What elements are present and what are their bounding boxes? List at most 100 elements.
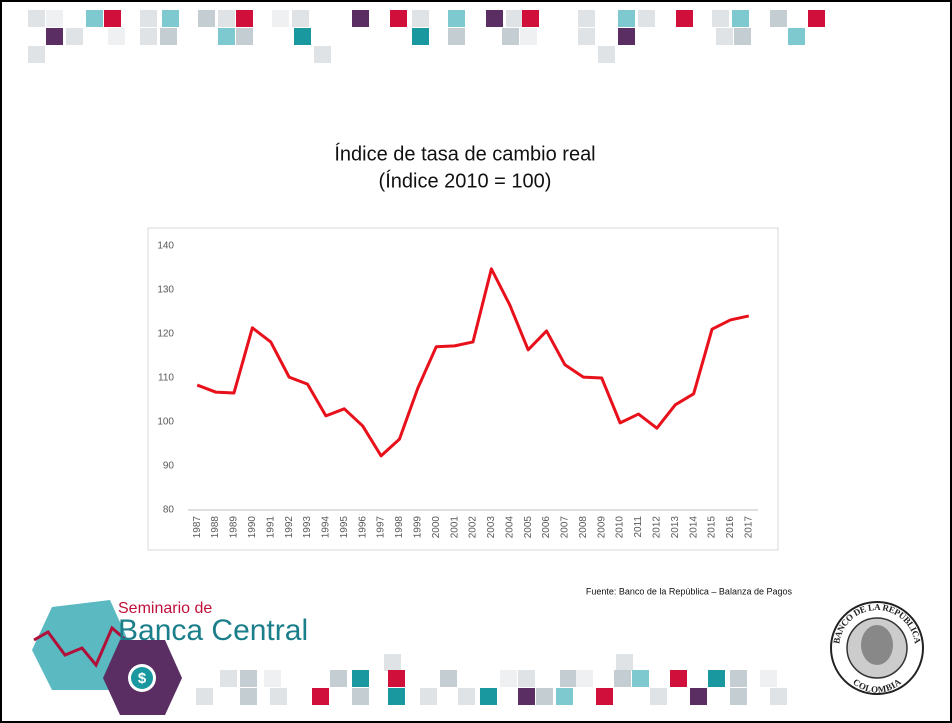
decor-square bbox=[618, 10, 635, 27]
decor-square bbox=[390, 10, 407, 27]
chart-subtitle: (Índice 2010 = 100) bbox=[379, 169, 552, 192]
decor-square bbox=[448, 28, 465, 45]
slide: Índice de tasa de cambio real (Índice 20… bbox=[0, 0, 952, 723]
decor-square bbox=[520, 28, 537, 45]
decor-square bbox=[502, 28, 519, 45]
decor-square bbox=[670, 670, 687, 687]
y-tick-label: 100 bbox=[157, 417, 174, 428]
y-tick-label: 140 bbox=[157, 241, 174, 252]
y-tick-label: 90 bbox=[163, 461, 175, 472]
decor-square bbox=[506, 10, 523, 27]
decor-square bbox=[384, 654, 401, 671]
source-note: Fuente: Banco de la República – Balanza … bbox=[586, 586, 793, 596]
x-tick-label: 2016 bbox=[725, 516, 736, 539]
y-tick-label: 80 bbox=[163, 505, 175, 516]
x-tick-label: 2001 bbox=[449, 516, 460, 539]
x-tick-label: 1990 bbox=[247, 516, 258, 539]
decor-square bbox=[440, 670, 457, 687]
x-tick-label: 2013 bbox=[670, 516, 681, 539]
decor-square bbox=[560, 670, 577, 687]
x-tick-label: 2007 bbox=[560, 516, 571, 539]
x-tick-label: 1987 bbox=[192, 516, 203, 539]
logo-line2: Banca Central bbox=[118, 614, 308, 647]
decor-square bbox=[448, 10, 465, 27]
decor-square bbox=[808, 10, 825, 27]
decor-square bbox=[198, 10, 215, 27]
x-tick-label: 1992 bbox=[284, 516, 295, 539]
decor-square bbox=[240, 670, 257, 687]
decor-square bbox=[760, 670, 777, 687]
decor-square bbox=[388, 670, 405, 687]
x-tick-label: 2012 bbox=[652, 516, 663, 539]
x-tick-label: 2010 bbox=[615, 516, 626, 539]
decor-square bbox=[272, 10, 289, 27]
decor-square bbox=[500, 670, 517, 687]
decor-square bbox=[712, 10, 729, 27]
decor-square bbox=[614, 670, 631, 687]
seal: BANCO DE LA REPÚBLICA COLOMBIA bbox=[831, 602, 923, 695]
decor-square bbox=[578, 10, 595, 27]
decor-square bbox=[730, 670, 747, 687]
decor-square bbox=[556, 688, 573, 705]
decor-square bbox=[734, 28, 751, 45]
x-tick-label: 1988 bbox=[210, 516, 221, 539]
x-tick-label: 2008 bbox=[578, 516, 589, 539]
x-tick-label: 2017 bbox=[743, 516, 754, 539]
decor-square bbox=[486, 10, 503, 27]
x-tick-label: 1991 bbox=[265, 516, 276, 539]
decor-square bbox=[314, 46, 331, 63]
seal-portrait bbox=[861, 625, 893, 665]
decor-square bbox=[160, 28, 177, 45]
x-tick-label: 2014 bbox=[688, 516, 699, 539]
decor-square bbox=[518, 688, 535, 705]
decor-square bbox=[28, 10, 45, 27]
x-tick-label: 2000 bbox=[431, 516, 442, 539]
x-tick-label: 1997 bbox=[376, 516, 387, 539]
x-tick-label: 2004 bbox=[504, 516, 515, 539]
x-tick-label: 2005 bbox=[523, 516, 534, 539]
decor-square bbox=[220, 670, 237, 687]
decor-square bbox=[352, 670, 369, 687]
decor-square bbox=[596, 688, 613, 705]
x-tick-label: 2015 bbox=[707, 516, 718, 539]
decor-square bbox=[420, 688, 437, 705]
x-tick-label: 1995 bbox=[339, 516, 350, 539]
decor-square bbox=[140, 28, 157, 45]
decor-square bbox=[616, 654, 633, 671]
x-tick-label: 2006 bbox=[541, 516, 552, 539]
chart-area bbox=[148, 228, 778, 550]
decor-square bbox=[312, 688, 329, 705]
y-tick-label: 130 bbox=[157, 285, 174, 296]
x-tick-label: 2002 bbox=[468, 516, 479, 539]
x-tick-label: 1989 bbox=[229, 516, 240, 539]
decor-square bbox=[480, 688, 497, 705]
decor-square bbox=[518, 670, 535, 687]
decor-square bbox=[236, 28, 253, 45]
decor-square bbox=[412, 10, 429, 27]
decor-square bbox=[388, 688, 405, 705]
decor-square bbox=[46, 28, 63, 45]
decor-square bbox=[632, 670, 649, 687]
decor-square bbox=[104, 10, 121, 27]
decor-square bbox=[770, 10, 787, 27]
y-tick-label: 110 bbox=[158, 373, 174, 384]
decor-square bbox=[162, 10, 179, 27]
decor-square bbox=[28, 46, 45, 63]
decor-square bbox=[140, 10, 157, 27]
decor-square bbox=[46, 10, 63, 27]
x-tick-label: 2009 bbox=[596, 516, 607, 539]
decor-square bbox=[690, 688, 707, 705]
decor-square bbox=[218, 28, 235, 45]
decor-square bbox=[618, 28, 635, 45]
decor-square bbox=[330, 670, 347, 687]
decor-square bbox=[576, 670, 593, 687]
decor-square bbox=[730, 688, 747, 705]
decor-square bbox=[294, 28, 311, 45]
x-tick-label: 1999 bbox=[412, 516, 423, 539]
logo-symbol: $ bbox=[138, 670, 147, 687]
x-tick-label: 2011 bbox=[633, 516, 644, 538]
decor-square bbox=[536, 688, 553, 705]
decor-square bbox=[676, 10, 693, 27]
decor-square bbox=[66, 28, 83, 45]
decor-square bbox=[240, 688, 257, 705]
